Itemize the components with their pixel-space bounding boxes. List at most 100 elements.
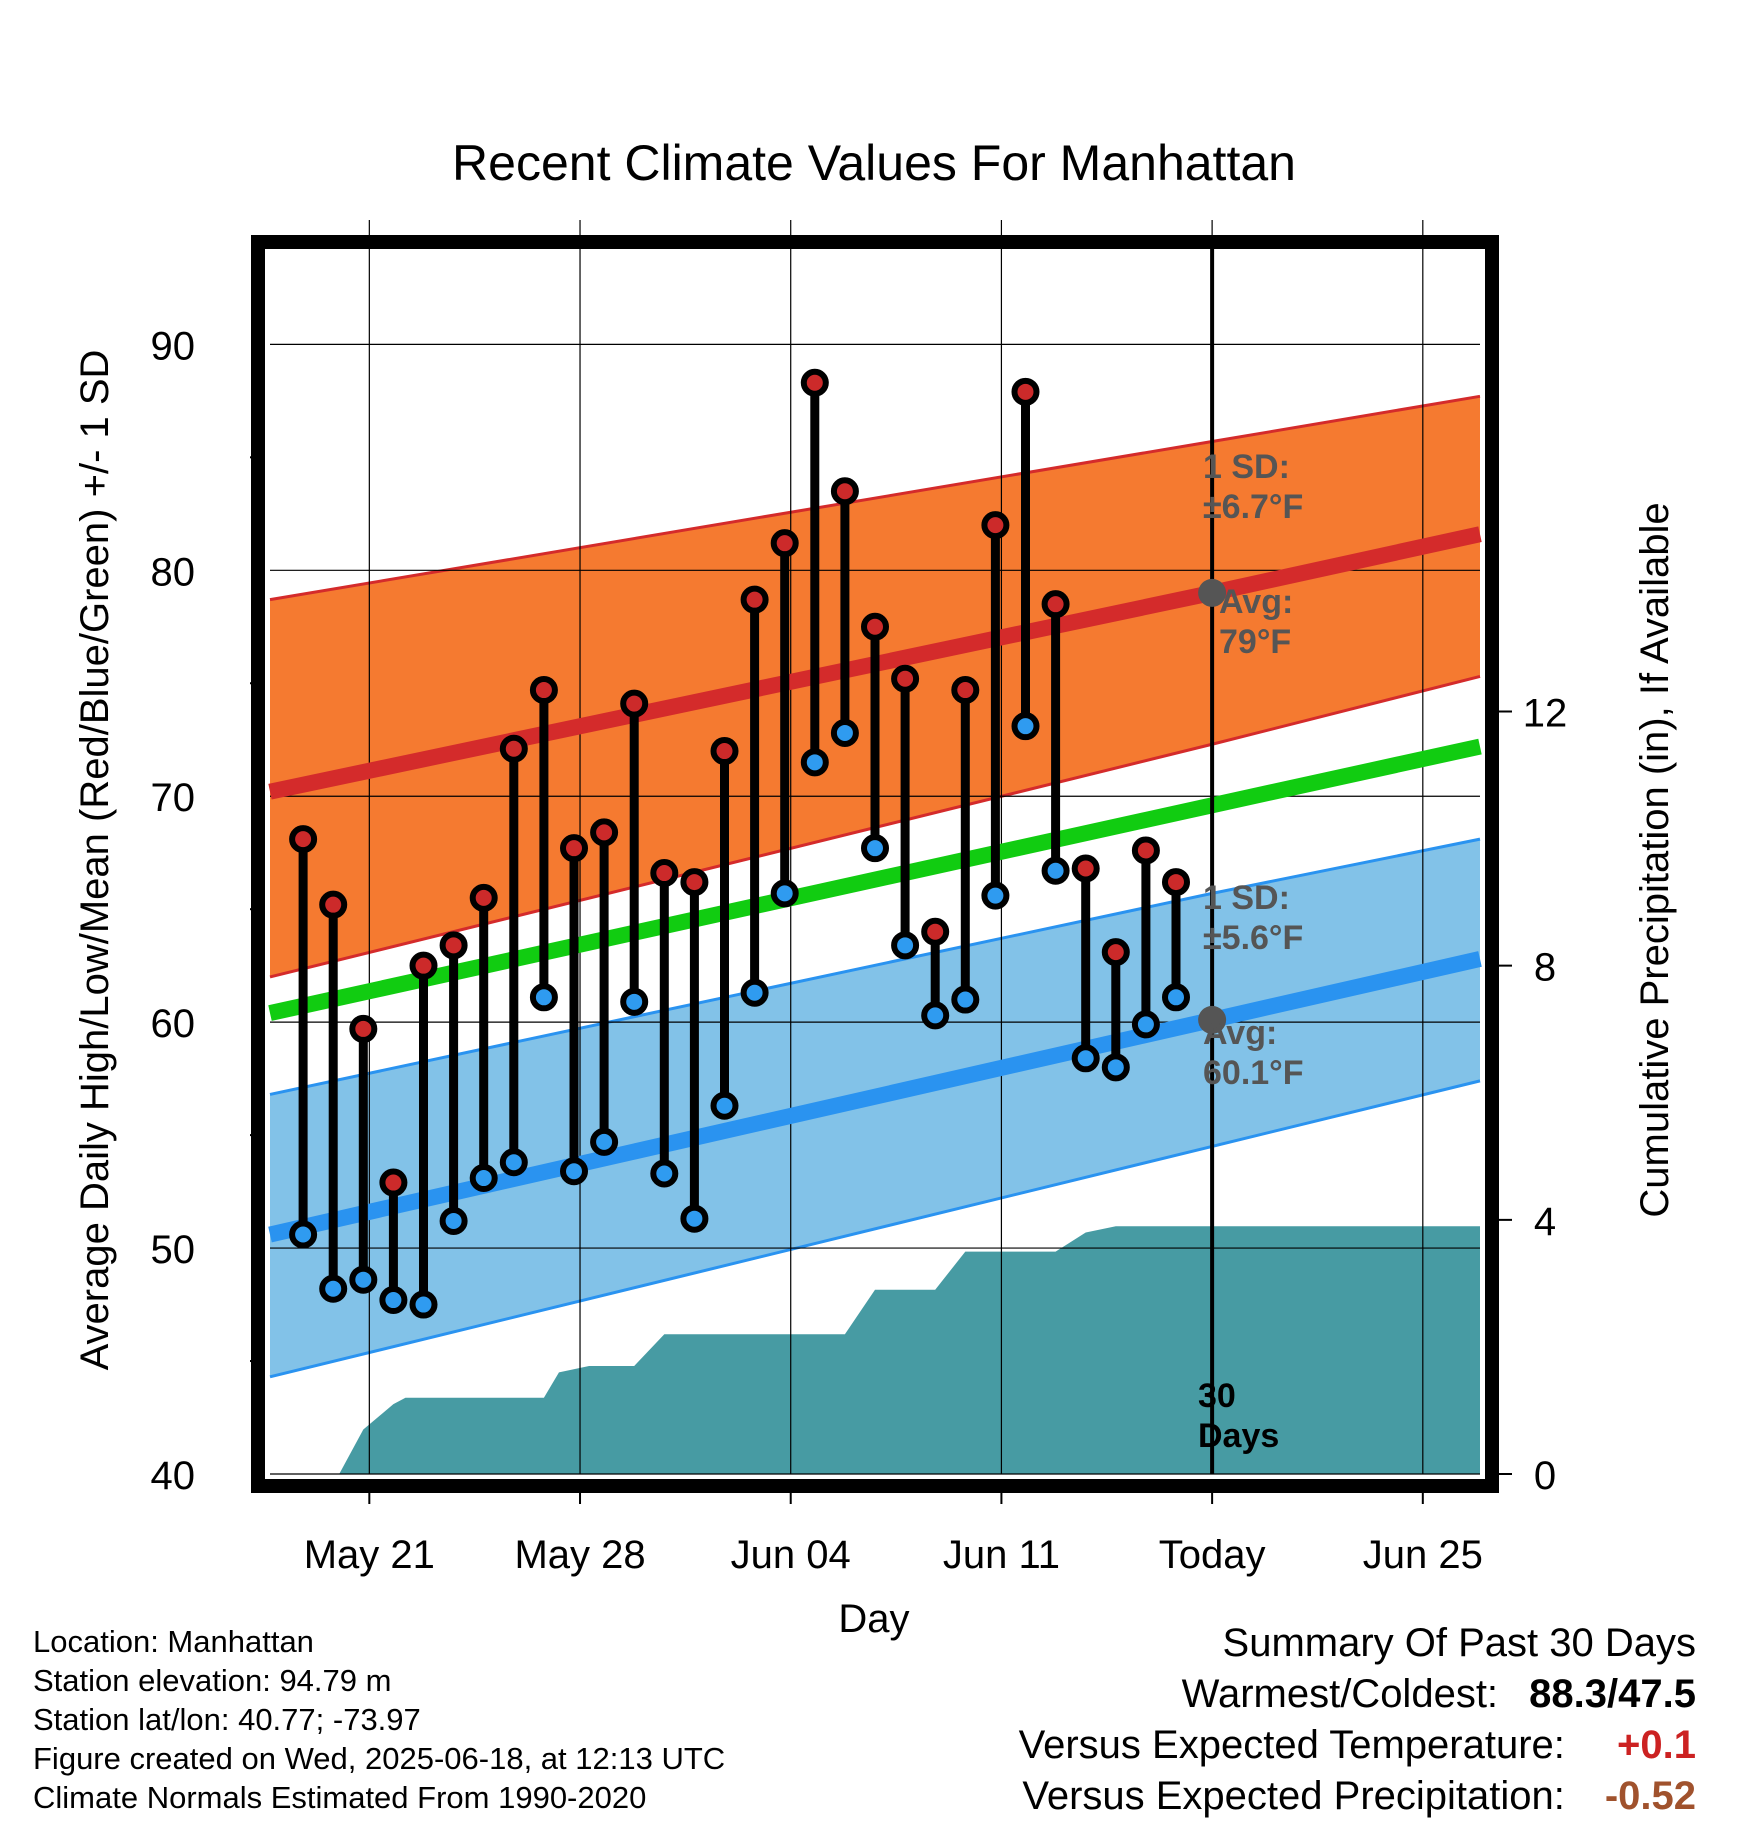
low-point bbox=[650, 1159, 679, 1188]
high-point bbox=[1161, 868, 1190, 897]
precip-days-annotation: 30 Days bbox=[1198, 1377, 1279, 1455]
low-point bbox=[830, 718, 859, 747]
y-tick-label: 90 bbox=[151, 324, 196, 368]
high-point bbox=[1101, 938, 1130, 967]
x-axis-label: Day bbox=[838, 1597, 909, 1641]
low-point bbox=[891, 931, 920, 960]
low-point bbox=[981, 881, 1010, 910]
high-point bbox=[650, 859, 679, 888]
temp-label: Versus Expected Temperature: bbox=[1018, 1723, 1565, 1767]
high-point bbox=[590, 818, 619, 847]
low-point bbox=[1131, 1010, 1160, 1039]
high-point bbox=[800, 368, 829, 397]
low-point bbox=[620, 987, 649, 1016]
axes: 40 50 60 70 80 90 0 4 8 12 May 21 May 28 Jun 04 Jun 1… bbox=[151, 235, 1568, 1577]
x-tick-label: Jun 25 bbox=[1363, 1533, 1483, 1577]
low-point bbox=[319, 1274, 348, 1303]
summary-heading: Summary Of Past 30 Days bbox=[1222, 1621, 1696, 1665]
high-point bbox=[349, 1014, 378, 1043]
high-point bbox=[921, 917, 950, 946]
latlon-text: Station lat/lon: 40.77; -73.97 bbox=[33, 1702, 421, 1737]
y-tick-label: 50 bbox=[151, 1228, 196, 1272]
high-point bbox=[529, 676, 558, 705]
x-tick-label: May 21 bbox=[304, 1533, 435, 1577]
location-text: Location: Manhattan bbox=[33, 1624, 314, 1659]
y2-tick-label: 4 bbox=[1534, 1200, 1556, 1244]
low-point bbox=[951, 985, 980, 1014]
y2-tick-label: 12 bbox=[1523, 692, 1568, 736]
high-point bbox=[1071, 854, 1100, 883]
high-point bbox=[379, 1168, 408, 1197]
low-point bbox=[921, 1001, 950, 1030]
high-point bbox=[1041, 590, 1070, 619]
warmest-value: 88.3/47.5 bbox=[1529, 1672, 1696, 1716]
plot-area: 1 SD: ±6.7°F Avg: 79°F 1 SD: ±5.6°F Avg: 60.1°F… bbox=[268, 220, 1482, 1475]
y-tick-label: 40 bbox=[151, 1454, 196, 1498]
y2-axis-label: Cumulative Precipitation (in), If Availa… bbox=[1633, 502, 1677, 1217]
warmest-label: Warmest/Coldest: bbox=[1181, 1672, 1499, 1716]
high-point bbox=[680, 868, 709, 897]
low-point bbox=[379, 1286, 408, 1315]
low-point bbox=[409, 1290, 438, 1319]
high-point bbox=[499, 734, 528, 763]
temp-value: +0.1 bbox=[1617, 1723, 1696, 1767]
high-point bbox=[319, 890, 348, 919]
high-point bbox=[439, 931, 468, 960]
low-point bbox=[469, 1164, 498, 1193]
normals-text: Climate Normals Estimated From 1990-2020 bbox=[33, 1780, 647, 1815]
low-point bbox=[289, 1220, 318, 1249]
high-point bbox=[710, 737, 739, 766]
high-point bbox=[409, 951, 438, 980]
plot-frame bbox=[251, 235, 1499, 1493]
low-point bbox=[499, 1148, 528, 1177]
y-tick-label: 80 bbox=[151, 550, 196, 594]
low-point bbox=[861, 834, 889, 863]
low-point bbox=[770, 879, 799, 908]
low-point bbox=[1041, 856, 1070, 885]
elevation-text: Station elevation: 94.79 m bbox=[33, 1663, 392, 1698]
x-tick-label: May 28 bbox=[514, 1533, 645, 1577]
x-tick-label: Jun 11 bbox=[943, 1533, 1060, 1577]
high-point bbox=[1131, 836, 1160, 865]
high-point bbox=[981, 511, 1010, 540]
created-text: Figure created on Wed, 2025-06-18, at 12… bbox=[33, 1741, 726, 1776]
low-point bbox=[710, 1091, 739, 1120]
y-tick-label: 60 bbox=[151, 1002, 196, 1046]
high-point bbox=[469, 883, 498, 912]
low-point bbox=[1161, 983, 1190, 1012]
low-avg-annotation: Avg: 60.1°F bbox=[1203, 1014, 1304, 1092]
high-point bbox=[861, 612, 889, 641]
low-point bbox=[560, 1157, 589, 1186]
y-tick-label: 70 bbox=[151, 776, 196, 820]
low-point bbox=[1101, 1053, 1130, 1082]
summary-temp-row: Versus Expected Temperature: +0.1 bbox=[1019, 1720, 1696, 1771]
x-tick-label: Today bbox=[1159, 1533, 1266, 1577]
low-point bbox=[1011, 712, 1040, 741]
high-point bbox=[740, 585, 769, 614]
summary-precip-row: Versus Expected Precipitation: -0.52 bbox=[1019, 1771, 1696, 1822]
precip-label: Versus Expected Precipitation: bbox=[1022, 1774, 1565, 1818]
chart-title: Recent Climate Values For Manhattan bbox=[452, 135, 1296, 191]
low-point bbox=[740, 978, 769, 1007]
high-point bbox=[289, 825, 318, 854]
x-tick-label: Jun 04 bbox=[731, 1533, 851, 1577]
high-avg-annotation: Avg: 79°F bbox=[1219, 583, 1293, 661]
y-axis-label: Average Daily High/Low/Mean (Red/Blue/Gr… bbox=[73, 350, 117, 1371]
high-point bbox=[951, 676, 980, 705]
high-point bbox=[560, 834, 589, 863]
high-point bbox=[770, 529, 799, 558]
precip-area bbox=[270, 1226, 1480, 1474]
low-point bbox=[1071, 1044, 1100, 1073]
y2-tick-label: 0 bbox=[1534, 1454, 1556, 1498]
low-point bbox=[439, 1206, 468, 1235]
low-point bbox=[349, 1265, 378, 1294]
low-point bbox=[680, 1204, 709, 1233]
high-point bbox=[1011, 377, 1040, 406]
precip-value: -0.52 bbox=[1604, 1774, 1696, 1818]
high-sd-annotation: 1 SD: ±6.7°F bbox=[1203, 448, 1303, 526]
today-low-avg-marker bbox=[1198, 1005, 1227, 1034]
low-point bbox=[800, 748, 829, 777]
high-point bbox=[620, 689, 649, 718]
high-point bbox=[830, 477, 859, 506]
